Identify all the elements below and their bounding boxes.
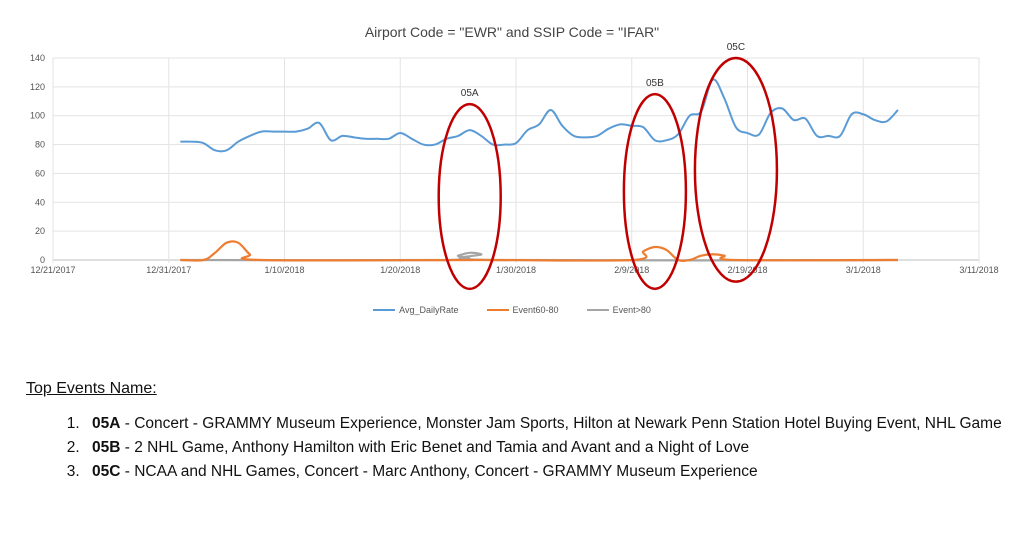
annotation-label-05c: 05C [727,42,745,53]
chart-title: Airport Code = "EWR" and SSIP Code = "IF… [364,24,660,40]
annotation-ellipse-05b [622,92,688,291]
x-tick-label: 12/31/2017 [146,265,191,275]
chart-container: Airport Code = "EWR" and SSIP Code = "IF… [0,24,1024,315]
legend-label-event-gt-80: Event>80 [612,305,651,315]
y-tick-label: 40 [35,197,45,207]
x-tick-label: 3/11/2018 [959,265,998,275]
event-item: 05A - Concert - GRAMMY Museum Experience… [84,412,1006,436]
event-description: - Concert - GRAMMY Museum Experience, Mo… [120,415,1002,432]
legend-item-event-gt-80: Event>80 [586,305,651,315]
line-chart: 0 20 40 60 80 100 120 140 12/21/2017 12/31/2017 1/… [30,42,999,291]
x-tick-label: 1/20/2018 [380,265,420,275]
legend-swatch-event60-80 [486,309,509,311]
y-tick-label: 120 [30,82,45,92]
x-tick-label: 1/10/2018 [264,265,304,275]
event-description: - 2 NHL Game, Anthony Hamilton with Eric… [120,439,750,456]
top-events-list: 05A - Concert - GRAMMY Museum Experience… [26,412,1006,484]
x-tick-label: 2/19/2018 [727,265,767,275]
x-tick-label: 1/30/2018 [496,265,536,275]
event-code: 05C [92,463,121,480]
event-description: - NCAA and NHL Games, Concert - Marc Ant… [120,463,758,480]
series-line-event60-80 [180,240,898,263]
legend-label-avg-dailyrate: Avg_DailyRate [399,305,459,315]
event-code: 05B [92,439,121,456]
legend-swatch-event-gt-80 [586,309,609,311]
y-tick-label: 140 [30,53,45,63]
top-events-heading: Top Events Name: [26,380,157,397]
chart-legend: Avg_DailyRate Event60-80 Event>80 [0,305,1024,315]
annotation-ellipse-05c [693,56,779,283]
y-tick-label: 100 [30,111,45,121]
legend-swatch-avg-dailyrate [373,309,396,311]
y-tick-label: 80 [35,140,45,150]
legend-item-avg-dailyrate: Avg_DailyRate [373,305,459,315]
annotation-label-05a: 05A [461,88,479,99]
event-item: 05B - 2 NHL Game, Anthony Hamilton with … [84,436,1006,460]
top-events-section: Top Events Name: 05A - Concert - GRAMMY … [26,380,1006,484]
annotation-ellipse-05a [437,102,502,291]
x-tick-label: 12/21/2017 [30,265,75,275]
x-tick-label: 2/9/2018 [614,265,649,275]
legend-item-event60-80: Event60-80 [486,305,559,315]
y-tick-label: 60 [35,168,45,178]
annotation-label-05b: 05B [646,78,664,89]
event-code: 05A [92,415,121,432]
series-line-avg-dailyrate [180,78,899,153]
event-item: 05C - NCAA and NHL Games, Concert - Marc… [84,460,1006,484]
y-tick-label: 0 [40,255,45,265]
x-tick-label: 3/1/2018 [846,265,881,275]
legend-label-event60-80: Event60-80 [512,305,559,315]
y-tick-label: 20 [35,226,45,236]
